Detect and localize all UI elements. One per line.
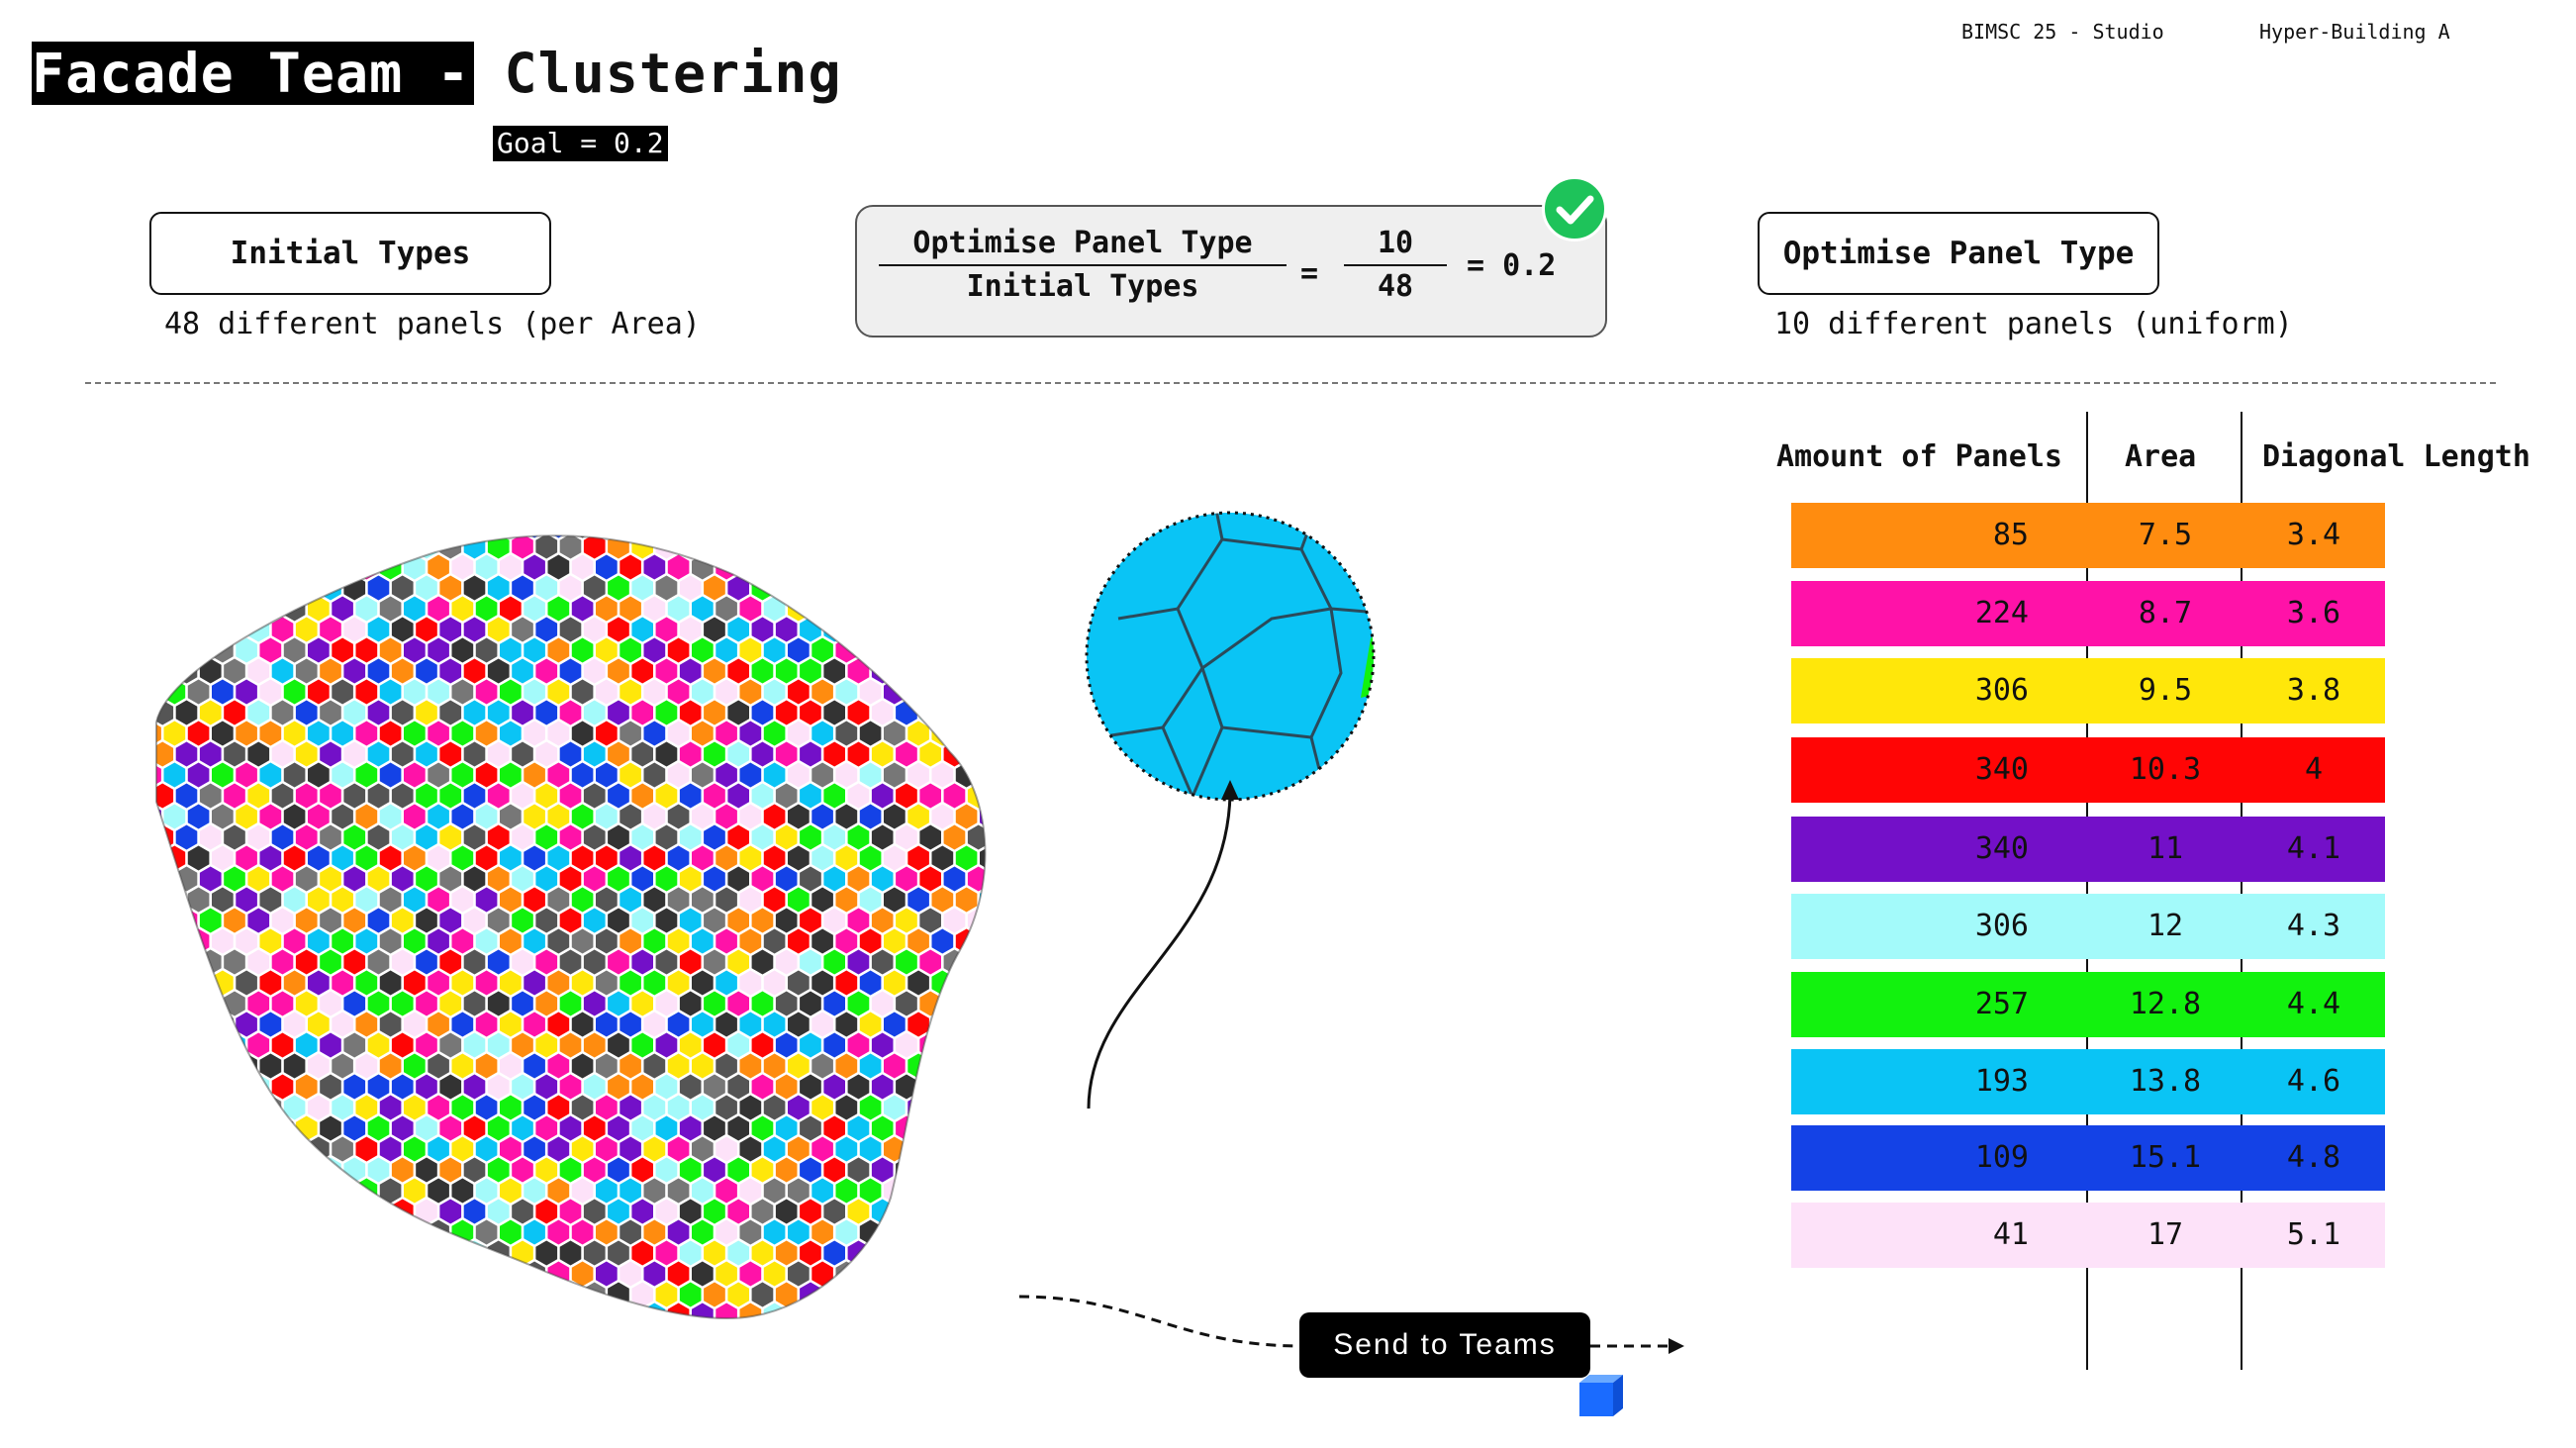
section-divider [85,382,2496,384]
diagonal-cell: 4.6 [2286,1064,2341,1099]
amount-cell: 224 [1974,596,2029,630]
table-row: 41 17 5.1 [1791,1203,2385,1268]
studio-label: BIMSC 25 - Studio [1961,20,2164,44]
area-cell: 15.1 [2129,1140,2202,1175]
optimise-panel-type-label: Optimise Panel Type [1782,236,2135,271]
cube-icon [1579,1375,1623,1416]
amount-cell: 85 [1992,518,2029,552]
send-arrow [1019,1295,1684,1354]
diagonal-cell: 3.8 [2286,673,2341,708]
table-divider-2 [2241,412,2242,1370]
value-denominator: 48 [1377,269,1414,304]
page-title: Facade Team - Clustering [32,42,842,105]
facade-mesh-illustration [155,534,987,1319]
table-row: 224 8.7 3.6 [1791,581,2385,646]
zoom-arrow [1087,780,1239,1110]
equals-sign: = [1300,256,1319,291]
table-row: 340 10.3 4 [1791,737,2385,803]
fraction-bar [879,264,1287,266]
diagonal-cell: 3.6 [2286,596,2341,630]
area-cell: 12 [2147,909,2184,943]
table-row: 306 9.5 3.8 [1791,658,2385,724]
diagonal-cell: 3.4 [2286,518,2341,552]
diagonal-cell: 4.8 [2286,1140,2341,1175]
table-divider-1 [2086,412,2088,1370]
title-rest: Clustering [504,42,842,105]
amount-cell: 193 [1974,1064,2029,1099]
diagonal-cell: 5.1 [2286,1217,2341,1252]
amount-cell: 257 [1974,987,2029,1021]
area-cell: 9.5 [2138,673,2193,708]
zoom-detail-circle [1085,511,1376,802]
ratio-result: = 0.2 [1467,248,1557,283]
table-row: 193 13.8 4.6 [1791,1049,2385,1114]
header-diagonal: Diagonal Length [2262,439,2530,474]
diagonal-cell: 4.1 [2286,831,2341,866]
amount-cell: 340 [1974,831,2029,866]
amount-cell: 306 [1974,909,2029,943]
goal-badge: Goal = 0.2 [493,126,668,161]
value-fraction-bar [1344,264,1447,266]
value-numerator: 10 [1377,226,1414,260]
amount-cell: 340 [1974,752,2029,787]
amount-cell: 109 [1974,1140,2029,1175]
table-row: 85 7.5 3.4 [1791,503,2385,568]
header-amount: Amount of Panels [1776,439,2062,474]
header-area: Area [2125,439,2197,474]
fraction-numerator: Optimise Panel Type [912,226,1253,260]
initial-types-box: Initial Types [149,212,551,295]
amount-cell: 306 [1974,673,2029,708]
area-cell: 10.3 [2129,752,2202,787]
check-circle-icon [1542,176,1607,241]
optimise-panel-type-caption: 10 different panels (uniform) [1774,307,2293,341]
table-row: 306 12 4.3 [1791,894,2385,959]
ratio-fraction: Optimise Panel Type Initial Types [879,225,1287,306]
area-cell: 13.8 [2129,1064,2202,1099]
initial-types-caption: 48 different panels (per Area) [164,307,701,341]
area-cell: 7.5 [2138,518,2193,552]
area-cell: 12.8 [2129,987,2202,1021]
ratio-equation-box: Optimise Panel Type Initial Types = 10 4… [855,205,1607,338]
fraction-denominator: Initial Types [966,269,1199,304]
value-fraction: 10 48 [1344,225,1447,306]
area-cell: 8.7 [2138,596,2193,630]
table-row: 109 15.1 4.8 [1791,1125,2385,1191]
amount-cell: 41 [1992,1217,2029,1252]
area-cell: 11 [2147,831,2184,866]
hex-panel-pattern [156,535,986,1318]
table-row: 257 12.8 4.4 [1791,972,2385,1037]
initial-types-label: Initial Types [230,236,471,271]
send-to-teams-button[interactable]: Send to Teams [1299,1312,1590,1378]
diagonal-cell: 4.4 [2286,987,2341,1021]
diagonal-cell: 4 [2304,752,2324,787]
title-highlight: Facade Team - [32,42,475,105]
diagonal-cell: 4.3 [2286,909,2341,943]
area-cell: 17 [2147,1217,2184,1252]
project-label: Hyper-Building A [2259,20,2450,44]
optimise-panel-type-box: Optimise Panel Type [1758,212,2159,295]
table-row: 340 11 4.1 [1791,817,2385,882]
